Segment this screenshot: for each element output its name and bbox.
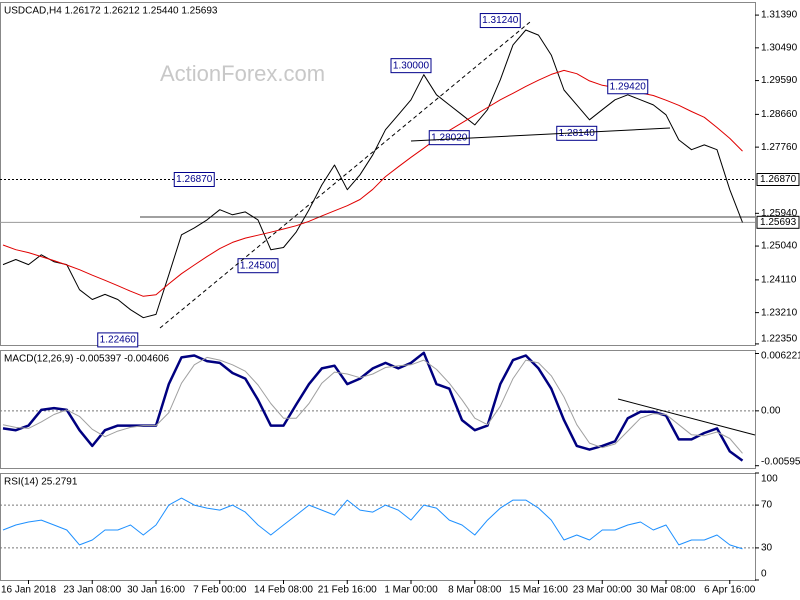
- x-tick-label: 8 Mar 08:00: [448, 585, 502, 596]
- y-tick-label: 30: [761, 543, 773, 554]
- x-tick-label: 30 Jan 16:00: [127, 585, 185, 596]
- y-tick-label: -0.005951: [761, 457, 800, 468]
- annotation-box: [97, 332, 139, 348]
- series-line: [2, 351, 744, 462]
- panel-frame: [0, 350, 756, 469]
- series-line: [2, 497, 743, 550]
- annotation-box: [390, 58, 432, 74]
- annotation-label: 1.31240: [482, 15, 519, 26]
- series-line: [2, 29, 743, 319]
- annotation-box: [607, 79, 649, 95]
- neckline: [410, 127, 671, 142]
- annotation-box: [479, 13, 521, 29]
- y-tick-label: 1.23210: [761, 307, 798, 318]
- x-tick-label: 23 Jan 08:00: [63, 585, 121, 596]
- watermark: ActionForex.com: [160, 61, 325, 86]
- x-tick-label: 16 Jan 2018: [1, 585, 56, 596]
- price-label: 1.25693: [760, 217, 797, 228]
- x-tick-label: 7 Feb 00:00: [193, 585, 247, 596]
- y-tick-label: 1.25940: [761, 208, 798, 219]
- annotation-box: [173, 172, 215, 188]
- y-tick-label: 1.30490: [761, 42, 798, 53]
- panel-title: USDCAD,H4 1.26172 1.26212 1.25440 1.2569…: [4, 6, 218, 17]
- annotation-label: 1.29420: [610, 81, 647, 92]
- annotation-label: 1.26870: [176, 174, 213, 185]
- y-tick-label: 1.24110: [761, 275, 797, 286]
- x-tick-label: 15 Mar 16:00: [509, 585, 568, 596]
- panel-title: RSI(14) 25.2791: [4, 477, 78, 488]
- x-tick-label: 23 Mar 00:00: [573, 585, 632, 596]
- annotation-label: 1.28140: [559, 128, 596, 139]
- y-tick-label: 0.006221: [761, 351, 800, 362]
- y-tick-label: 1.27760: [761, 142, 798, 153]
- annotation-label: 1.28020: [431, 132, 468, 143]
- annotation-label: 1.30000: [393, 60, 430, 71]
- price-label: 1.26870: [760, 174, 797, 185]
- panel-frame: [0, 2, 756, 346]
- annotation-label: 1.22460: [100, 335, 137, 346]
- y-tick-label: 70: [761, 500, 773, 511]
- y-tick-label: 1.28660: [761, 109, 798, 120]
- y-tick-label: 1.31390: [761, 10, 798, 21]
- macd-trend-line: [617, 398, 756, 436]
- y-tick-label: 0: [761, 569, 767, 580]
- y-tick-label: 1.25040: [761, 241, 798, 252]
- annotation-box: [237, 258, 279, 274]
- panel-frame: [0, 473, 756, 581]
- x-tick-label: 21 Feb 16:00: [318, 585, 377, 596]
- price-label-box: [756, 173, 800, 187]
- y-tick-label: 1.29590: [761, 75, 798, 86]
- y-tick-label: 1.22350: [761, 334, 798, 345]
- series-line: [2, 356, 743, 454]
- price-label-box: [756, 215, 800, 229]
- panel-title: MACD(12,26,9) -0.005397 -0.004606: [4, 354, 170, 365]
- trend-channel-line: [159, 21, 531, 329]
- x-tick-label: 30 Mar 08:00: [637, 585, 696, 596]
- x-tick-label: 1 Mar 00:00: [384, 585, 438, 596]
- y-tick-label: 100: [761, 474, 778, 485]
- y-tick-label: 0.00: [761, 405, 781, 416]
- x-tick-label: 14 Feb 08:00: [254, 585, 313, 596]
- annotation-label: 1.24500: [240, 260, 277, 271]
- x-tick-label: 6 Apr 16:00: [704, 585, 756, 596]
